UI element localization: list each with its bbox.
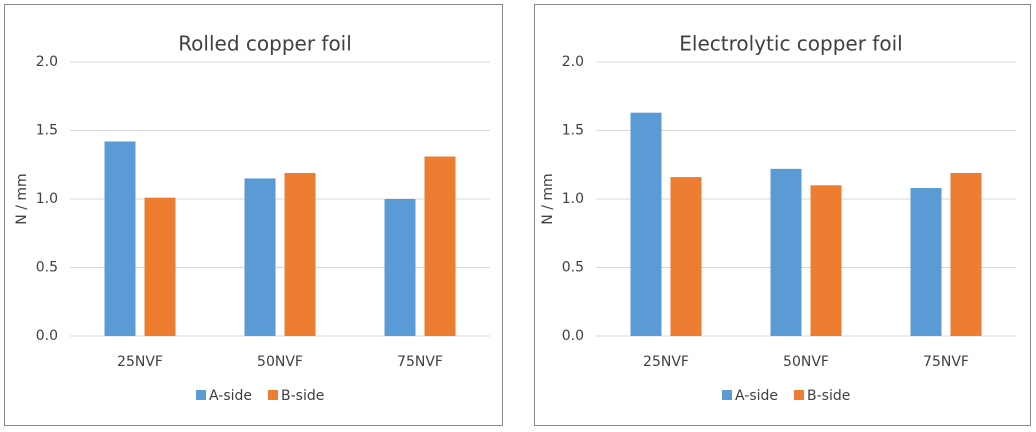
y-tick-label: 1.0 (562, 191, 584, 207)
y-axis-label: N / mm (540, 173, 556, 224)
x-tick-label: 25NVF (117, 354, 163, 370)
x-tick-label: 50NVF (257, 354, 303, 370)
y-tick-label: 0.0 (562, 328, 584, 344)
x-tick-label: 75NVF (397, 354, 443, 370)
bar (630, 112, 662, 336)
bar (910, 188, 942, 336)
y-tick-label: 2.0 (562, 54, 584, 70)
legend-label: A-side (735, 388, 778, 404)
y-tick-label: 0.5 (36, 260, 58, 276)
x-tick-label: 50NVF (783, 354, 829, 370)
x-tick-label: 25NVF (643, 354, 689, 370)
legend-label: A-side (209, 388, 252, 404)
y-tick-label: 1.5 (562, 123, 584, 139)
y-tick-label: 0.0 (36, 328, 58, 344)
y-tick-label: 1.0 (36, 191, 58, 207)
chart-title: Electrolytic copper foil (679, 32, 902, 56)
y-axis-label: N / mm (14, 173, 30, 224)
y-tick-label: 2.0 (36, 54, 58, 70)
bar (104, 141, 136, 336)
legend-swatch (268, 390, 279, 400)
chart-title: Rolled copper foil (178, 32, 352, 56)
legend-swatch (722, 390, 732, 400)
legend-label: B-side (281, 388, 324, 404)
bar (244, 178, 276, 336)
bar (950, 172, 982, 336)
bar (284, 172, 316, 336)
bar (424, 156, 456, 336)
legend-swatch (794, 390, 805, 400)
legend-swatch (196, 390, 206, 400)
legend-label: B-side (807, 388, 850, 404)
bar (810, 185, 842, 336)
y-tick-label: 1.5 (36, 123, 58, 139)
bar (670, 177, 702, 336)
x-tick-label: 75NVF (923, 354, 969, 370)
bar (384, 199, 416, 336)
bar (144, 197, 176, 336)
bar (770, 168, 802, 336)
y-tick-label: 0.5 (562, 260, 584, 276)
